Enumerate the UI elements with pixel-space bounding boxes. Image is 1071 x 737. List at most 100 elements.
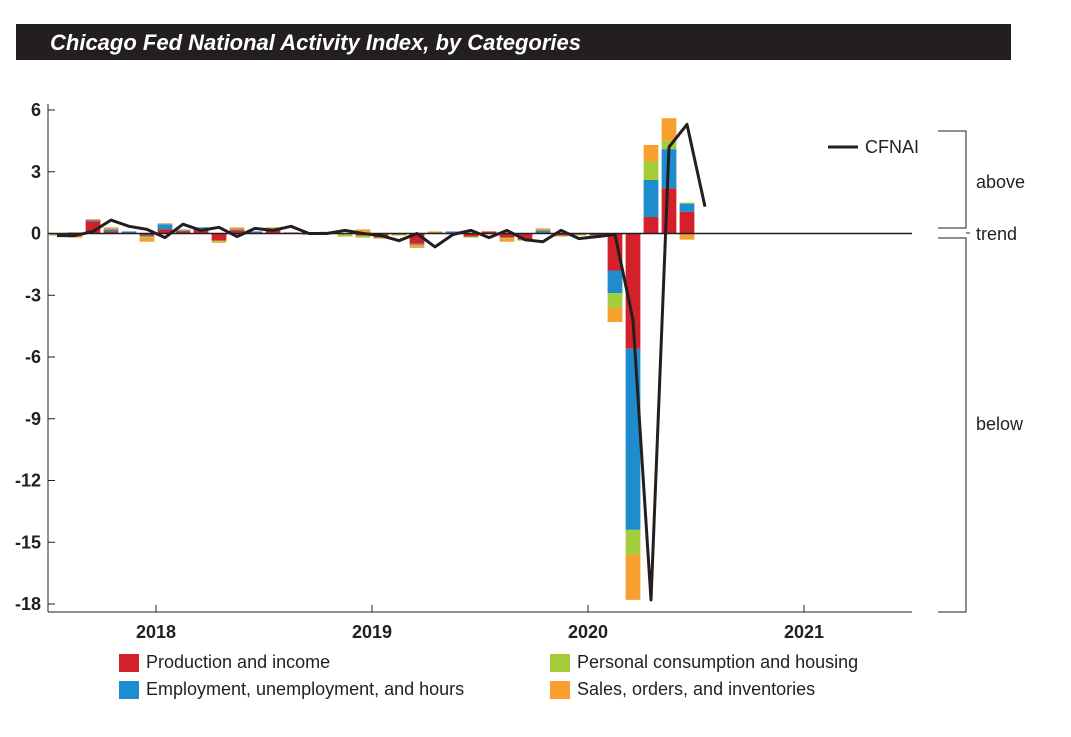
cfnai-line [57, 122, 707, 602]
bar-segment [499, 233, 515, 238]
y-tick-label: -15 [15, 532, 41, 552]
bar-segment [625, 348, 641, 530]
bar-segment [355, 229, 371, 234]
y-tick-label: -9 [25, 409, 41, 429]
bar-segment [247, 231, 263, 233]
bar-segment [103, 229, 119, 232]
bar-segment [175, 229, 191, 231]
bar-segment [85, 219, 101, 221]
y-tick-label: 0 [31, 224, 41, 244]
legend-swatch-production [119, 653, 139, 672]
bar-segment [625, 233, 641, 349]
bar-segment [607, 233, 623, 271]
bar-segment [607, 307, 623, 323]
bar-segment [139, 235, 155, 237]
y-tick-label: 6 [31, 100, 41, 120]
chart-title-bar: Chicago Fed National Activity Index, by … [16, 24, 1011, 60]
bar-segment [643, 161, 659, 180]
bar-segment [499, 237, 515, 239]
bar-segment [553, 233, 569, 236]
bar-segment [499, 238, 515, 242]
bar-segment [157, 224, 173, 230]
bar-segment [193, 227, 209, 229]
bar-segment [571, 234, 587, 236]
bar-segment [139, 233, 155, 236]
bar-segment [355, 235, 371, 238]
legend-item-production: Production and income [119, 652, 330, 673]
bar-segment [517, 233, 533, 240]
below-bracket [938, 237, 967, 613]
bar-segment [643, 217, 659, 234]
bar-segment [679, 233, 695, 240]
bar-segment [103, 227, 119, 230]
bar-segment [157, 229, 173, 234]
x-tick-label: 2019 [352, 622, 392, 642]
bar-segment [409, 243, 425, 245]
legend-swatch-sales [550, 680, 570, 699]
bar-segment [409, 233, 425, 244]
bar-segment [607, 293, 623, 308]
legend-swatch-employment [119, 680, 139, 699]
bar-segment [463, 236, 479, 238]
bar-segment [535, 230, 551, 233]
bar-segment [625, 529, 641, 555]
x-tick-label: 2018 [136, 622, 176, 642]
y-tick-label: -6 [25, 347, 41, 367]
bar-segment [373, 237, 389, 239]
bar-segment [553, 235, 569, 237]
bar-segment [229, 227, 245, 230]
bar-segment [175, 231, 191, 234]
bar-segment [85, 220, 101, 222]
legend-label-sales: Sales, orders, and inventories [577, 679, 816, 699]
bar-segment [121, 231, 137, 233]
cfnai-legend-label: CFNAI [865, 137, 919, 157]
legend-swatch-consumption [550, 653, 570, 672]
bar-segment [229, 230, 245, 234]
legend-label-employment: Employment, unemployment, and hours [146, 679, 465, 699]
legend-item-sales: Sales, orders, and inventories [550, 679, 815, 700]
bar-segment [679, 211, 695, 234]
bar-segment [427, 231, 443, 233]
bar-segment [661, 188, 677, 234]
bar-segment [229, 229, 245, 231]
x-tick-label: 2020 [568, 622, 608, 642]
bar-segment [607, 270, 623, 294]
chart-title: Chicago Fed National Activity Index, by … [50, 30, 581, 55]
below-label: below [976, 414, 1024, 434]
bar-segment [139, 237, 155, 242]
bar-segment [679, 202, 695, 204]
bar-segment [211, 240, 227, 242]
bar-segment [157, 223, 173, 225]
above-bracket [938, 130, 967, 229]
legend-item-employment: Employment, unemployment, and hours [119, 679, 464, 700]
above-label: above [976, 172, 1025, 192]
bar-segment [445, 231, 461, 233]
trend-label: trend [976, 224, 1017, 244]
y-tick-label: -18 [15, 594, 41, 614]
legend-label-production: Production and income [146, 652, 331, 672]
y-tick-label: 3 [31, 162, 41, 182]
bar-segment [175, 230, 191, 232]
bar-segment [589, 233, 605, 236]
bar-segment [103, 231, 119, 234]
bar-segment [679, 203, 695, 212]
bar-segment [661, 118, 677, 141]
legend-item-consumption: Personal consumption and housing [550, 652, 858, 673]
bar-segment [337, 233, 353, 237]
bar-segment [643, 179, 659, 218]
bar-segment [643, 144, 659, 162]
bar-segment [211, 241, 227, 243]
bar-segment [463, 233, 479, 237]
bar-segment [139, 236, 155, 238]
bar-segment [625, 554, 641, 600]
bar-segment [481, 231, 497, 234]
bar-segment [535, 228, 551, 231]
bar-segment [409, 244, 425, 248]
legend-label-consumption: Personal consumption and housing [577, 652, 859, 672]
bar-segment [211, 233, 227, 241]
bar-segment [265, 227, 281, 229]
bar-segment [391, 234, 407, 236]
y-tick-label: -3 [25, 285, 41, 305]
x-tick-label: 2021 [784, 622, 824, 642]
